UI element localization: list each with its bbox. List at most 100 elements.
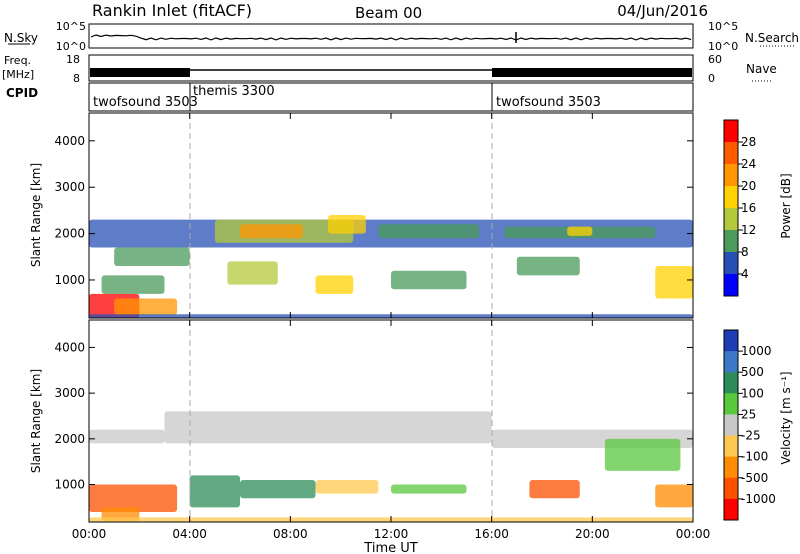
colorbar-tick-label: -100 xyxy=(741,450,768,464)
noise-right-tick-bottom: 10^0 xyxy=(708,40,738,53)
colorbar-tick-label: 100 xyxy=(741,386,764,400)
colorbar-segment xyxy=(724,330,738,352)
colorbar-tick-label: -500 xyxy=(741,471,768,485)
noise-left-label: N.Sky xyxy=(4,31,38,45)
colorbar-segment xyxy=(724,142,738,165)
power-ylabel: Slant Range [km] xyxy=(29,163,43,267)
power-colorbar: 28 24 20 16 12 8 4 xyxy=(723,119,756,297)
cpid-panel: CPID twofsound 3503 themis 3300 twofsoun… xyxy=(6,82,694,112)
power-echo xyxy=(114,298,178,315)
colorbar-tick-label: -1000 xyxy=(741,492,776,506)
freq-band-2 xyxy=(492,68,692,77)
power-echo xyxy=(391,270,467,290)
power-echo xyxy=(655,266,693,299)
x-tick-label: 12:00 xyxy=(374,527,409,541)
velocity-colorbar: 1000 500 100 25 -25 -100 -500 -1000 xyxy=(723,329,776,521)
cpid-segment-3: twofsound 3503 xyxy=(496,95,601,110)
colorbar-segment xyxy=(724,477,738,500)
noise-right-tick-top: 10^5 xyxy=(708,20,738,33)
colorbar-segment xyxy=(724,274,738,297)
noise-left-tick-bottom: 10^0 xyxy=(56,40,86,53)
velocity-echo xyxy=(89,429,165,444)
y-tick-label: 4000 xyxy=(54,134,85,148)
colorbar-tick-label: 8 xyxy=(741,245,749,259)
power-echo xyxy=(101,275,165,294)
velocity-echo xyxy=(240,479,316,499)
power-echo xyxy=(114,247,190,267)
colorbar-segment xyxy=(724,456,738,479)
colorbar-tick-label: 25 xyxy=(741,407,756,421)
velocity-echo xyxy=(655,484,693,508)
noise-left-tick-top: 10^5 xyxy=(56,20,86,33)
cpid-segment-1: twofsound 3503 xyxy=(93,95,198,110)
nave-tick-top: 60 xyxy=(708,53,722,66)
colorbar-segment xyxy=(724,498,738,521)
colorbar-segment xyxy=(724,120,738,143)
x-tick-label: 00:00 xyxy=(72,527,107,541)
colorbar-segment xyxy=(724,414,738,437)
power-echo xyxy=(567,226,593,236)
x-tick-label: 00:00 xyxy=(676,527,711,541)
colorbar-segment xyxy=(724,186,738,209)
x-tick-label: 20:00 xyxy=(575,527,610,541)
freq-tick-bottom: 8 xyxy=(73,72,80,85)
colorbar-tick-label: 24 xyxy=(741,157,756,171)
y-tick-label: 2000 xyxy=(54,432,85,446)
colorbar-tick-label: 16 xyxy=(741,201,756,215)
velocity-echo xyxy=(89,484,178,512)
freq-band-1 xyxy=(90,68,190,77)
colorbar-segment xyxy=(724,393,738,415)
x-axis-label: Time UT xyxy=(363,541,417,554)
frequency-panel: Freq. [MHz] 18 8 60 0 Nave xyxy=(2,53,777,85)
y-tick-label: 1000 xyxy=(54,273,85,287)
beam-label: Beam 00 xyxy=(355,4,422,22)
freq-tick-top: 18 xyxy=(66,53,80,66)
power-echo xyxy=(227,261,278,285)
colorbar-tick-label: 20 xyxy=(741,179,756,193)
velocity-echo xyxy=(391,484,467,494)
velocity-panel: 4000 3000 2000 1000 Slant Range [km] 1000 50… xyxy=(29,113,793,554)
velocity-colorbar-label: Velocity [m s⁻¹] xyxy=(779,371,793,464)
y-tick-label: 4000 xyxy=(54,340,85,354)
power-echo xyxy=(240,224,303,239)
power-echo xyxy=(516,256,580,276)
colorbar-segment xyxy=(724,252,738,275)
velocity-y-ticks: 4000 3000 2000 1000 xyxy=(54,340,693,492)
power-echo xyxy=(328,215,366,234)
noise-right-label: N.Search xyxy=(745,31,799,45)
colorbar-tick-label: 500 xyxy=(741,365,764,379)
colorbar-segment xyxy=(724,208,738,231)
velocity-echoes xyxy=(89,411,693,522)
power-echo xyxy=(315,275,354,294)
power-echo xyxy=(378,224,480,239)
velocity-echo xyxy=(164,411,492,444)
colorbar-segment xyxy=(724,351,738,373)
y-tick-label: 3000 xyxy=(54,386,85,400)
colorbar-segment xyxy=(724,230,738,253)
y-tick-label: 1000 xyxy=(54,478,85,492)
velocity-echo xyxy=(315,479,379,494)
colorbar-tick-label: 1000 xyxy=(741,344,772,358)
cpid-segment-2: themis 3300 xyxy=(193,84,275,99)
velocity-echo xyxy=(604,438,681,471)
freq-unit: [MHz] xyxy=(2,68,34,81)
nave-tick-bottom: 0 xyxy=(708,72,715,85)
colorbar-tick-label: 28 xyxy=(741,135,756,149)
chart-title: Rankin Inlet (fitACF) xyxy=(92,1,252,20)
cpid-label: CPID xyxy=(6,86,38,100)
power-echoes xyxy=(89,215,693,318)
colorbar-segment xyxy=(724,435,738,458)
date-label: 04/Jun/2016 xyxy=(617,2,708,20)
colorbar-tick-label: 4 xyxy=(741,267,749,281)
velocity-echo xyxy=(189,475,240,508)
y-tick-label: 3000 xyxy=(54,180,85,194)
colorbar-frame xyxy=(723,329,739,521)
x-axis-ticks: 00:00 04:00 08:00 12:00 16:00 20:00 00:00 xyxy=(72,113,711,541)
y-tick-label: 2000 xyxy=(54,227,85,241)
power-y-ticks: 4000 3000 2000 1000 xyxy=(54,134,693,287)
noise-panel: N.Sky 10^5 10^0 10^5 10^0 N.Search xyxy=(4,20,799,53)
x-tick-label: 04:00 xyxy=(172,527,207,541)
colorbar-tick-label: 12 xyxy=(741,223,756,237)
power-colorbar-label: Power [dB] xyxy=(779,173,793,238)
